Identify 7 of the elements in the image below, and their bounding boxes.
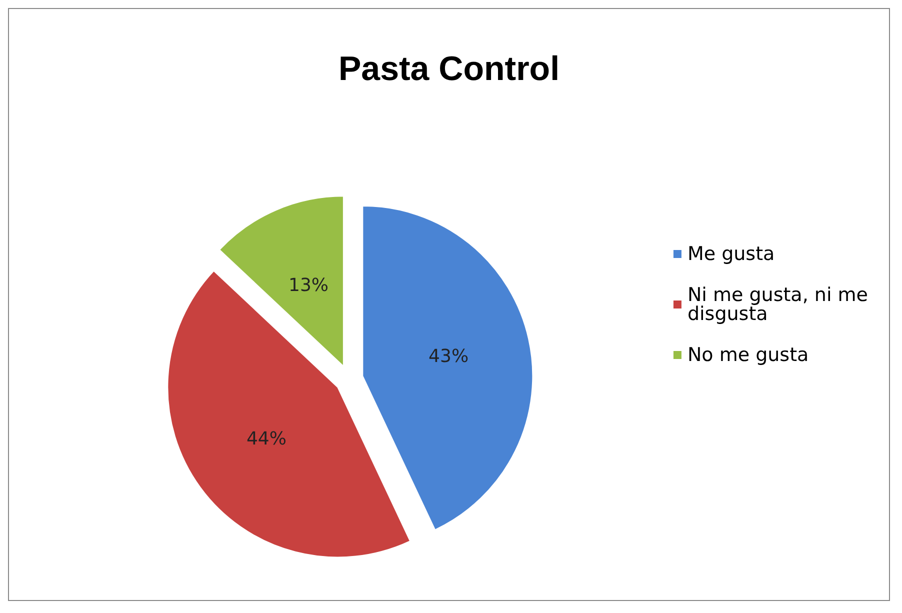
- legend-label: Me gusta: [687, 243, 775, 265]
- data-label: 43%: [428, 346, 469, 368]
- chart-title: Pasta Control: [338, 50, 560, 88]
- data-label: 44%: [246, 428, 286, 450]
- data-label: 13%: [288, 274, 328, 296]
- legend-label: Ni me gusta, ni me disgusta: [687, 284, 874, 325]
- legend-label: No me gusta: [687, 344, 809, 366]
